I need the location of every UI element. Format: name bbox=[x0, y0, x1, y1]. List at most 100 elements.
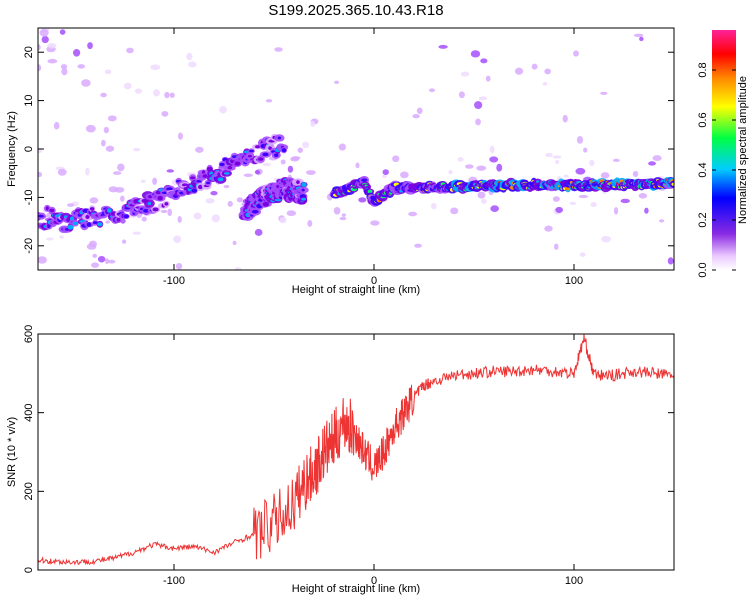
spectrogram-speckle bbox=[243, 173, 253, 178]
spectrogram-speckle bbox=[458, 91, 465, 99]
spectrogram-cell bbox=[45, 206, 49, 211]
spectrogram-speckle bbox=[57, 168, 67, 176]
spectrogram-speckle bbox=[291, 156, 301, 160]
spectrogram-cell bbox=[38, 214, 44, 218]
spectrogram-speckle bbox=[457, 157, 464, 162]
spectrogram-cell bbox=[262, 201, 270, 207]
spectrogram-cell bbox=[164, 202, 169, 206]
spectrogram-speckle bbox=[105, 220, 110, 224]
spectrogram-speckle bbox=[569, 201, 577, 205]
colorbar-tick-label: 0.0 bbox=[697, 262, 709, 277]
spectrogram-speckle bbox=[438, 44, 448, 49]
spectrogram-speckle bbox=[173, 235, 182, 243]
spectrogram-speckle bbox=[489, 156, 499, 163]
spectrogram-speckle bbox=[108, 186, 118, 193]
spectrogram-speckle bbox=[382, 174, 387, 179]
spectrogram-cell bbox=[181, 183, 189, 187]
y-tick-label: 0 bbox=[23, 567, 35, 573]
spectrogram-speckle bbox=[355, 162, 360, 169]
spectrogram-speckle bbox=[47, 42, 57, 49]
spectrogram-speckle bbox=[589, 159, 595, 167]
spectrogram-speckle bbox=[223, 184, 230, 189]
spectrogram-speckle bbox=[205, 198, 215, 204]
spectrogram-speckle bbox=[105, 258, 110, 265]
spectrogram-speckle bbox=[86, 243, 97, 250]
spectrogram-speckle bbox=[254, 228, 263, 236]
spectrogram-cell bbox=[49, 208, 55, 213]
x-tick-label: 0 bbox=[371, 275, 377, 287]
spectrogram-speckle bbox=[107, 115, 117, 122]
colorbar-label: Normalized spectral amplitude bbox=[737, 76, 749, 224]
spectrogram-speckle bbox=[633, 33, 644, 38]
spectrogram-cell bbox=[277, 136, 282, 140]
spectrogram-cell bbox=[296, 180, 300, 185]
spectrogram-cell bbox=[157, 195, 163, 201]
spectrogram-cell bbox=[97, 222, 103, 227]
spectrogram-speckle bbox=[552, 155, 562, 159]
spectrogram-speckle bbox=[123, 82, 132, 90]
spectrogram-speckle bbox=[60, 64, 68, 70]
spectrogram-cell bbox=[198, 184, 203, 190]
spectrogram-speckle bbox=[414, 243, 422, 248]
spectrogram-speckle bbox=[477, 191, 486, 199]
spectrogram-speckle bbox=[562, 114, 568, 123]
spectrogram-speckle bbox=[160, 209, 168, 214]
spectrogram-cell bbox=[189, 184, 194, 188]
spectrogram-cell bbox=[123, 214, 129, 219]
spectrogram-speckle bbox=[92, 253, 98, 258]
spectrogram-cell bbox=[361, 178, 368, 182]
spectrogram-cell bbox=[189, 176, 196, 180]
spectrogram-speckle bbox=[67, 203, 75, 207]
spectrogram-speckle bbox=[167, 208, 173, 217]
spectrogram-speckle bbox=[489, 145, 495, 154]
spectrogram-speckle bbox=[232, 240, 237, 246]
spectrogram-speckle bbox=[334, 80, 340, 84]
colorbar-tick-label: 0.4 bbox=[697, 162, 709, 177]
spectrogram-speckle bbox=[475, 118, 481, 126]
spectrogram-speckle bbox=[211, 214, 221, 223]
spectrogram-speckle bbox=[579, 252, 586, 257]
spectrogram-speckle bbox=[188, 61, 197, 68]
spectrogram-speckle bbox=[133, 147, 141, 152]
spectrogram-speckle bbox=[600, 91, 608, 95]
y-tick-label: 0 bbox=[23, 146, 35, 152]
spectrogram-speckle bbox=[370, 220, 380, 226]
spectrogram-cell bbox=[227, 165, 233, 170]
x-tick-label: 100 bbox=[565, 275, 583, 287]
spectrogram-speckle bbox=[554, 243, 559, 250]
snr-panel: -100 0 100 0 200 400 600 Height of straight li… bbox=[6, 325, 675, 595]
spectrogram-speckle bbox=[38, 148, 43, 154]
spectrogram-speckle bbox=[575, 167, 586, 175]
spectrogram-speckle bbox=[620, 198, 630, 204]
spectrogram-speckle bbox=[262, 162, 272, 167]
spectrogram-speckle bbox=[638, 193, 648, 199]
spectrogram-speckle bbox=[77, 64, 86, 69]
y-tick-label: 400 bbox=[23, 403, 35, 421]
spectrogram-speckle bbox=[38, 256, 47, 264]
x-tick-label: -100 bbox=[163, 275, 185, 287]
spectrogram-cell bbox=[116, 217, 121, 222]
spectrogram-speckle bbox=[161, 110, 169, 117]
spectrogram-speckle bbox=[186, 52, 193, 61]
spectrogram-speckle bbox=[117, 163, 125, 172]
spectrogram-speckle bbox=[667, 257, 674, 265]
spectrogram-speckle bbox=[302, 141, 310, 149]
spectrogram-speckle bbox=[134, 88, 143, 94]
spectrogram-speckle bbox=[408, 211, 418, 217]
spectrogram-cell bbox=[258, 157, 264, 161]
spectrogram-speckle bbox=[450, 207, 459, 215]
spectrogram-speckle bbox=[210, 190, 218, 196]
spectrogram-speckle bbox=[140, 179, 146, 183]
snr-xlabel: Height of straight line (km) bbox=[292, 583, 420, 595]
spectrogram-cell bbox=[196, 179, 202, 183]
spectrogram-speckle bbox=[476, 165, 487, 171]
spectrogram-speckle bbox=[531, 63, 538, 70]
spectrogram-speckle bbox=[474, 101, 483, 109]
spectrogram-speckle bbox=[412, 114, 420, 119]
spectrogram-cell bbox=[219, 162, 225, 167]
spectrogram-speckle bbox=[338, 143, 346, 151]
spectrogram-speckle bbox=[132, 231, 142, 235]
spectrogram-speckle bbox=[286, 210, 296, 217]
